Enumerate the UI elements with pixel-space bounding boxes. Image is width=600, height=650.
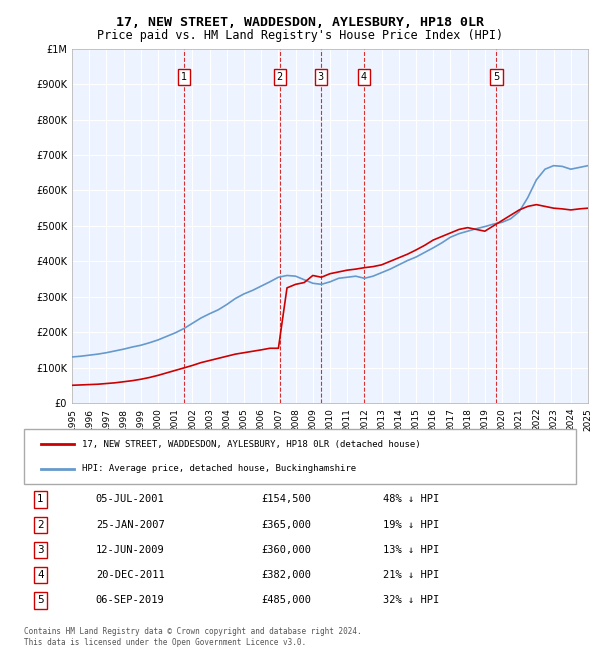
Text: 19% ↓ HPI: 19% ↓ HPI	[383, 520, 439, 530]
Text: £360,000: £360,000	[262, 545, 311, 555]
Text: 17, NEW STREET, WADDESDON, AYLESBURY, HP18 0LR (detached house): 17, NEW STREET, WADDESDON, AYLESBURY, HP…	[82, 440, 421, 449]
Text: 4: 4	[37, 570, 44, 580]
Text: Price paid vs. HM Land Registry's House Price Index (HPI): Price paid vs. HM Land Registry's House …	[97, 29, 503, 42]
Text: 1: 1	[181, 72, 187, 82]
Text: 1: 1	[37, 495, 44, 504]
Text: 5: 5	[493, 72, 500, 82]
Text: 5: 5	[37, 595, 44, 605]
Text: 3: 3	[37, 545, 44, 555]
Text: 2: 2	[37, 520, 44, 530]
Text: 48% ↓ HPI: 48% ↓ HPI	[383, 495, 439, 504]
Text: 17, NEW STREET, WADDESDON, AYLESBURY, HP18 0LR: 17, NEW STREET, WADDESDON, AYLESBURY, HP…	[116, 16, 484, 29]
Text: 12-JUN-2009: 12-JUN-2009	[96, 545, 164, 555]
Text: 20-DEC-2011: 20-DEC-2011	[96, 570, 164, 580]
Text: £154,500: £154,500	[262, 495, 311, 504]
Text: 4: 4	[361, 72, 367, 82]
Text: 21% ↓ HPI: 21% ↓ HPI	[383, 570, 439, 580]
Text: HPI: Average price, detached house, Buckinghamshire: HPI: Average price, detached house, Buck…	[82, 464, 356, 473]
Text: 05-JUL-2001: 05-JUL-2001	[96, 495, 164, 504]
Text: £485,000: £485,000	[262, 595, 311, 605]
Text: £382,000: £382,000	[262, 570, 311, 580]
Text: 13% ↓ HPI: 13% ↓ HPI	[383, 545, 439, 555]
Text: 2: 2	[277, 72, 283, 82]
FancyBboxPatch shape	[24, 429, 576, 484]
Text: 06-SEP-2019: 06-SEP-2019	[96, 595, 164, 605]
Text: Contains HM Land Registry data © Crown copyright and database right 2024.
This d: Contains HM Land Registry data © Crown c…	[24, 627, 362, 647]
Text: 3: 3	[317, 72, 323, 82]
Text: £365,000: £365,000	[262, 520, 311, 530]
Text: 32% ↓ HPI: 32% ↓ HPI	[383, 595, 439, 605]
Text: 25-JAN-2007: 25-JAN-2007	[96, 520, 164, 530]
